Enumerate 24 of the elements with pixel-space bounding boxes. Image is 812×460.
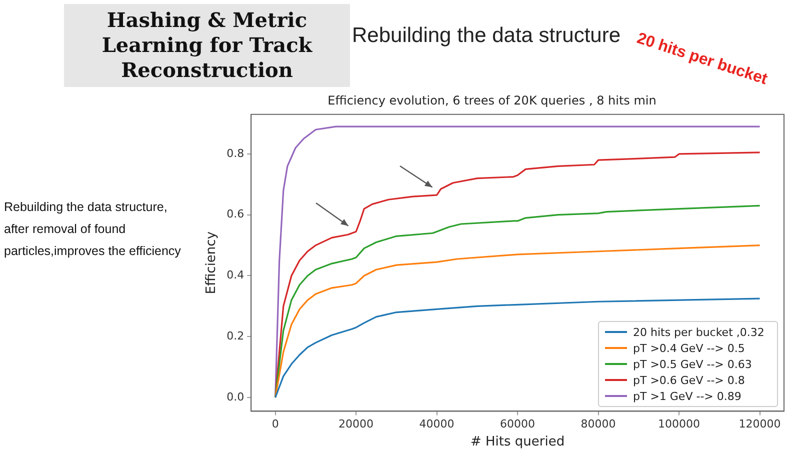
x-tick-label: 0 <box>272 418 279 431</box>
x-tick-label: 120000 <box>738 418 781 431</box>
text: 20 hits per bucket <box>634 30 770 90</box>
y-tick-label: 0.4 <box>226 268 244 282</box>
x-tick-label: 40000 <box>419 418 454 431</box>
text: Rebuilding the data structure <box>352 24 620 48</box>
x-tick-label: 20000 <box>338 418 374 431</box>
legend-label: pT >1 GeV --> 0.89 <box>633 390 742 403</box>
text: Hashing & Metric Learning for Track Reconstruction <box>64 4 350 87</box>
x-tick-label: 60000 <box>500 418 536 431</box>
y-tick-label: 0.8 <box>226 146 244 160</box>
legend-label: pT >0.6 GeV --> 0.8 <box>633 374 745 387</box>
x-tick-label: 100000 <box>658 418 700 431</box>
legend-label: pT >0.5 GeV --> 0.63 <box>633 358 752 371</box>
y-tick-label: 0.0 <box>226 390 244 404</box>
y-axis-title: Efficiency <box>204 231 220 294</box>
chart-title: Efficiency evolution, 6 trees of 20K queries , 8 hits min <box>328 93 656 108</box>
legend-label: pT >0.4 GeV --> 0.5 <box>633 342 745 355</box>
x-axis-title: # Hits queried <box>470 434 565 450</box>
text: Rebuilding the data structure, after removal of found particles,improves the efficiency <box>4 199 182 260</box>
legend-label: 20 hits per bucket ,0.32 <box>633 326 764 339</box>
y-tick-label: 0.2 <box>226 329 244 342</box>
y-tick-label: 0.6 <box>226 208 244 221</box>
x-tick-label: 80000 <box>580 418 616 431</box>
